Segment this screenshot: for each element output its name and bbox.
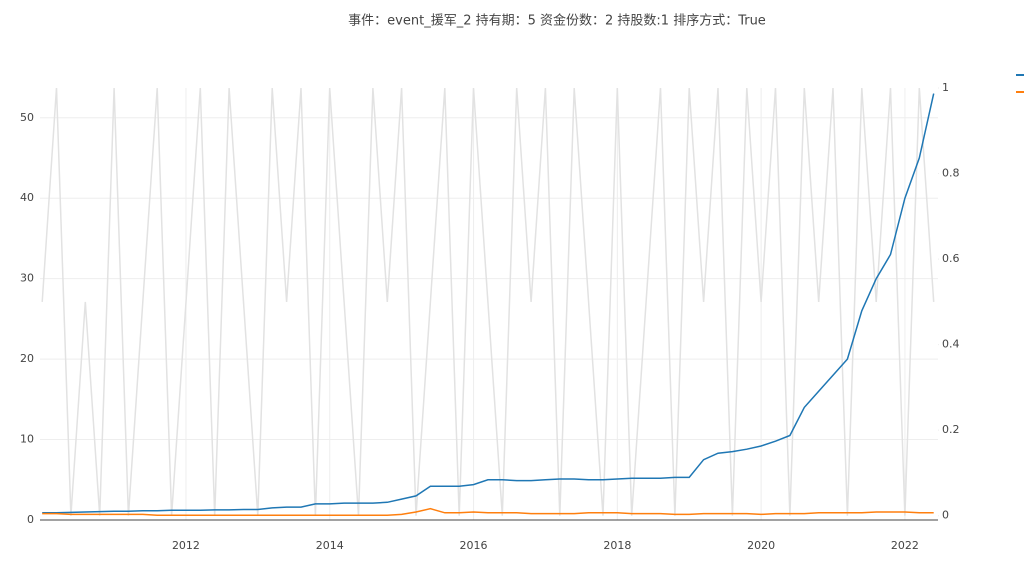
y-tick-label: 50 [20,111,34,124]
y2-tick-label: 0.6 [942,252,960,265]
y-tick-label: 30 [20,272,34,285]
y2-tick-label: 1 [942,81,949,94]
x-tick-label: 2014 [316,539,344,552]
y-tick-label: 0 [27,513,34,526]
x-tick-label: 2016 [460,539,488,552]
series-line [42,93,935,514]
x-tick-label: 2022 [891,539,919,552]
y2-tick-label: 0.8 [942,167,960,180]
y-tick-label: 40 [20,191,34,204]
x-tick-label: 2018 [603,539,631,552]
series-line [42,507,934,516]
series-line [41,87,935,516]
y-tick-label: 20 [20,352,34,365]
x-tick-label: 2012 [172,539,200,552]
x-tick-label: 2020 [747,539,775,552]
chart-title: 事件：event_援军_2 持有期：5 资金份数：2 持股数:1 排序方式：Tr… [348,13,766,29]
y-tick-label: 10 [20,433,34,446]
y2-tick-label: 0 [942,509,949,522]
y2-tick-label: 0.2 [942,423,960,436]
y2-tick-label: 0.4 [942,338,960,351]
